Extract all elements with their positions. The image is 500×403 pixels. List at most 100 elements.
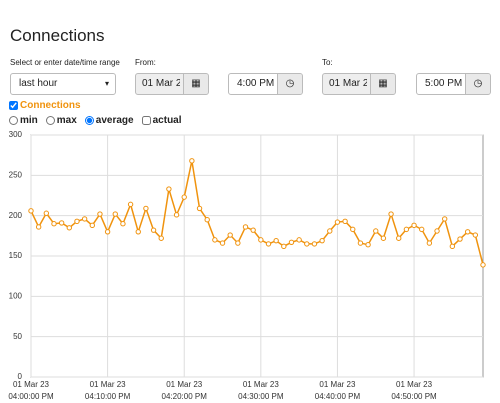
data-point bbox=[89, 222, 95, 229]
data-point bbox=[51, 221, 57, 227]
x-tick-label: 01 Mar 23 bbox=[396, 380, 433, 389]
data-point bbox=[227, 232, 233, 238]
data-point bbox=[204, 217, 210, 223]
page-title: Connections bbox=[10, 26, 105, 45]
data-point bbox=[28, 208, 34, 214]
to-label: To: bbox=[322, 58, 333, 67]
option-label: max bbox=[56, 115, 77, 126]
data-point bbox=[265, 241, 272, 247]
data-point bbox=[281, 243, 287, 250]
data-point bbox=[143, 205, 149, 212]
option-label: average bbox=[95, 115, 134, 126]
legend-label: Connections bbox=[20, 100, 81, 111]
data-point bbox=[365, 242, 371, 248]
data-point bbox=[396, 235, 402, 241]
radio[interactable] bbox=[84, 116, 94, 125]
to-time[interactable]: 5:00 PM ◷ bbox=[416, 73, 491, 95]
data-point bbox=[457, 236, 463, 242]
data-point bbox=[66, 225, 73, 231]
data-point bbox=[449, 243, 456, 250]
data-point bbox=[258, 237, 264, 243]
calendar-button[interactable]: ▦ bbox=[183, 74, 208, 94]
range-select[interactable]: last hour ▾ bbox=[10, 73, 116, 95]
radio[interactable] bbox=[45, 116, 55, 125]
y-tick-label: 50 bbox=[13, 332, 22, 341]
aggregate-option[interactable]: max bbox=[45, 115, 77, 126]
x-tick-label: 01 Mar 23 bbox=[166, 380, 203, 389]
data-point bbox=[319, 237, 325, 244]
to-date[interactable]: 01 Mar 23▦ bbox=[322, 73, 396, 95]
checkbox[interactable] bbox=[141, 116, 151, 125]
data-point bbox=[388, 211, 394, 217]
data-point bbox=[97, 211, 103, 217]
data-point bbox=[426, 240, 433, 246]
data-point bbox=[441, 216, 448, 222]
x-tick-label: 04:30:00 PM bbox=[238, 392, 284, 401]
option-label: min bbox=[20, 115, 38, 126]
data-point bbox=[112, 211, 118, 217]
data-point bbox=[150, 227, 157, 233]
data-point bbox=[304, 241, 310, 247]
data-point bbox=[250, 227, 256, 233]
x-tick-label: 04:10:00 PM bbox=[85, 392, 131, 401]
data-point bbox=[35, 224, 42, 230]
x-tick-label: 04:50:00 PM bbox=[391, 392, 437, 401]
data-point bbox=[350, 226, 356, 233]
data-point bbox=[327, 228, 333, 234]
x-tick-label: 04:20:00 PM bbox=[162, 392, 208, 401]
data-point bbox=[373, 228, 379, 234]
from-time-value: 4:00 PM bbox=[237, 78, 275, 89]
series-checkbox[interactable] bbox=[9, 101, 18, 110]
series-toggle[interactable]: Connections bbox=[9, 100, 81, 111]
data-point bbox=[196, 205, 203, 212]
range-label: Select or enter date/time range bbox=[10, 58, 120, 67]
calendar-button[interactable]: ▦ bbox=[370, 74, 395, 94]
x-tick-label: 01 Mar 23 bbox=[319, 380, 356, 389]
data-point bbox=[419, 226, 425, 233]
data-point bbox=[81, 216, 88, 222]
aggregate-option[interactable]: actual bbox=[141, 115, 182, 126]
data-point bbox=[288, 239, 295, 245]
y-tick-label: 100 bbox=[9, 291, 23, 300]
y-tick-label: 150 bbox=[9, 251, 23, 260]
radio[interactable] bbox=[9, 116, 18, 125]
data-point bbox=[242, 224, 249, 230]
data-point bbox=[472, 232, 479, 238]
data-point bbox=[434, 228, 440, 234]
data-point bbox=[411, 222, 417, 229]
data-point bbox=[181, 194, 187, 200]
to-time-value: 5:00 PM bbox=[425, 78, 463, 89]
aggregate-options: min max average actual bbox=[9, 115, 182, 126]
data-point bbox=[403, 226, 410, 233]
to-date-value: 01 Mar 23 bbox=[329, 78, 367, 89]
data-point bbox=[342, 218, 348, 225]
data-point bbox=[219, 240, 226, 246]
data-point bbox=[464, 229, 471, 235]
x-tick-label: 04:40:00 PM bbox=[315, 392, 361, 401]
data-point bbox=[296, 237, 302, 243]
from-date[interactable]: 01 Mar 23▦ bbox=[135, 73, 209, 95]
aggregate-option[interactable]: average bbox=[84, 115, 134, 126]
range-value: last hour bbox=[19, 78, 58, 89]
clock-button[interactable]: ◷ bbox=[277, 74, 302, 94]
y-tick-label: 200 bbox=[9, 211, 23, 220]
x-tick-label: 01 Mar 23 bbox=[13, 380, 50, 389]
data-point bbox=[380, 235, 387, 241]
data-point bbox=[158, 235, 164, 241]
aggregate-option[interactable]: min bbox=[9, 115, 38, 126]
data-point bbox=[58, 220, 65, 226]
clock-button[interactable]: ◷ bbox=[465, 74, 490, 94]
x-tick-label: 04:00:00 PM bbox=[8, 392, 54, 401]
data-point bbox=[104, 229, 111, 235]
data-point bbox=[166, 186, 172, 192]
y-tick-label: 0 bbox=[18, 372, 23, 381]
y-tick-label: 250 bbox=[9, 170, 23, 179]
from-date-value: 01 Mar 23 bbox=[142, 78, 180, 89]
data-point bbox=[173, 212, 180, 218]
from-time[interactable]: 4:00 PM ◷ bbox=[228, 73, 303, 95]
data-point bbox=[43, 210, 50, 216]
option-label: actual bbox=[152, 115, 182, 126]
y-tick-label: 300 bbox=[9, 130, 23, 139]
data-point bbox=[120, 221, 126, 227]
